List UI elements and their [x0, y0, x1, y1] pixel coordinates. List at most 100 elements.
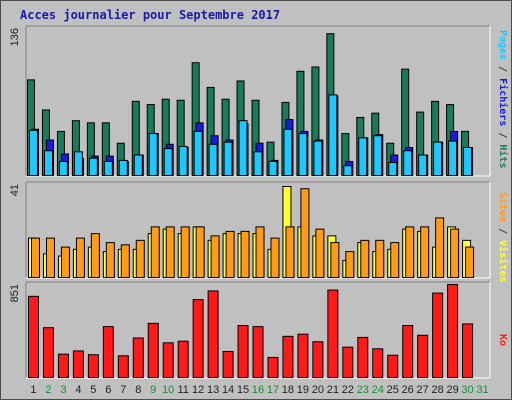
- ko-bar: [102, 326, 114, 378]
- sites-bar: [270, 237, 280, 278]
- day-label: 3: [60, 384, 66, 396]
- ko-bar: [282, 335, 294, 378]
- ko-bar: [42, 327, 54, 378]
- panel-1-max-label: 41: [9, 184, 21, 196]
- day-label: 6: [105, 384, 111, 396]
- pages-bar: [328, 94, 338, 176]
- pages-bar: [58, 160, 68, 176]
- pages-bar: [29, 129, 38, 177]
- ko-bar: [312, 341, 324, 379]
- ko-bar: [237, 325, 249, 379]
- day-label: 18: [282, 384, 294, 396]
- chart-title: Acces journalier pour Septembre 2017: [20, 8, 281, 22]
- sites-bar: [375, 239, 385, 278]
- sites-bar: [315, 228, 325, 278]
- pages-bar: [148, 133, 158, 176]
- day-label: 13: [207, 384, 219, 396]
- sites-bar: [255, 226, 265, 278]
- pages-bar: [193, 130, 203, 176]
- sites-bar: [75, 237, 85, 278]
- day-label: 17: [267, 384, 279, 396]
- day-label: 20: [312, 384, 324, 396]
- pages-bar: [283, 128, 293, 177]
- pages-bar: [253, 151, 263, 176]
- ko-bar: [117, 355, 129, 379]
- legend-entry-2-0: Ko: [497, 334, 508, 346]
- ko-bar: [447, 283, 459, 379]
- pages-bar: [103, 160, 113, 176]
- sites-bar: [120, 244, 130, 278]
- day-label: 11: [177, 384, 188, 396]
- day-label: 31: [476, 384, 488, 396]
- sites-bar: [180, 226, 190, 278]
- sites-bar: [465, 246, 475, 279]
- pages-bar: [403, 150, 413, 176]
- day-label: 2: [45, 384, 51, 396]
- day-label: 21: [327, 384, 339, 396]
- sites-bar: [210, 235, 220, 279]
- sites-bar: [45, 237, 55, 278]
- pages-bar: [343, 165, 353, 177]
- ko-bar: [162, 342, 174, 378]
- pages-bar: [388, 162, 398, 176]
- ko-bar: [72, 350, 84, 379]
- ko-bar: [372, 348, 384, 378]
- panel-2-legend: Ko: [497, 334, 508, 346]
- day-label: 27: [417, 384, 429, 396]
- sites-bar: [105, 242, 115, 279]
- day-label: 23: [357, 384, 369, 396]
- pages-bar: [448, 140, 458, 177]
- sites-bar: [60, 246, 70, 279]
- panel-0-max-label: 136: [9, 28, 21, 46]
- pages-bar: [223, 141, 233, 177]
- pages-bar: [313, 140, 323, 177]
- pages-bar: [268, 160, 278, 176]
- ko-bar: [297, 333, 309, 379]
- day-label: 7: [120, 384, 126, 396]
- day-label: 16: [252, 384, 264, 396]
- pages-bar: [298, 133, 308, 176]
- sites-bar: [240, 230, 250, 279]
- sites-bar: [360, 239, 370, 278]
- legend-entry-0-1: /: [497, 60, 508, 78]
- pages-bar: [88, 157, 98, 176]
- sites-bar: [225, 230, 235, 279]
- ko-bar: [87, 354, 99, 378]
- panel-1-legend: Sites / Visites: [497, 192, 509, 282]
- sites-bar: [405, 226, 415, 278]
- day-label: 1: [30, 384, 36, 396]
- legend-entry-0-2: Fichiers: [497, 78, 509, 126]
- day-label: 28: [431, 384, 443, 396]
- sites-bar: [300, 188, 310, 278]
- day-label: 12: [192, 384, 204, 396]
- sites-bar: [165, 226, 175, 278]
- pages-bar: [163, 148, 173, 177]
- day-label: 15: [237, 384, 249, 396]
- ko-bar: [357, 336, 369, 378]
- legend-entry-1-0: Sites: [497, 192, 509, 222]
- pages-bar: [433, 141, 443, 177]
- day-label: 26: [402, 384, 414, 396]
- ko-bar: [28, 295, 39, 378]
- day-label: 4: [75, 384, 81, 396]
- day-label: 9: [150, 384, 156, 396]
- day-label: 25: [387, 384, 399, 396]
- day-label: 30: [461, 384, 473, 396]
- sites-bar: [90, 233, 100, 278]
- ko-bar: [402, 325, 414, 379]
- ko-bar: [342, 346, 354, 379]
- ko-bar: [327, 289, 339, 378]
- pages-bar: [43, 150, 53, 176]
- sites-bar: [195, 226, 205, 278]
- pages-bar: [358, 137, 368, 176]
- sites-bar: [420, 226, 430, 278]
- day-label: 10: [162, 384, 174, 396]
- ko-bar: [132, 337, 144, 379]
- ko-bar: [267, 356, 279, 378]
- sites-bar: [345, 251, 355, 278]
- ko-bar: [207, 290, 219, 378]
- sites-bar: [31, 237, 40, 278]
- day-label: 14: [222, 384, 234, 396]
- pages-bar: [133, 154, 143, 177]
